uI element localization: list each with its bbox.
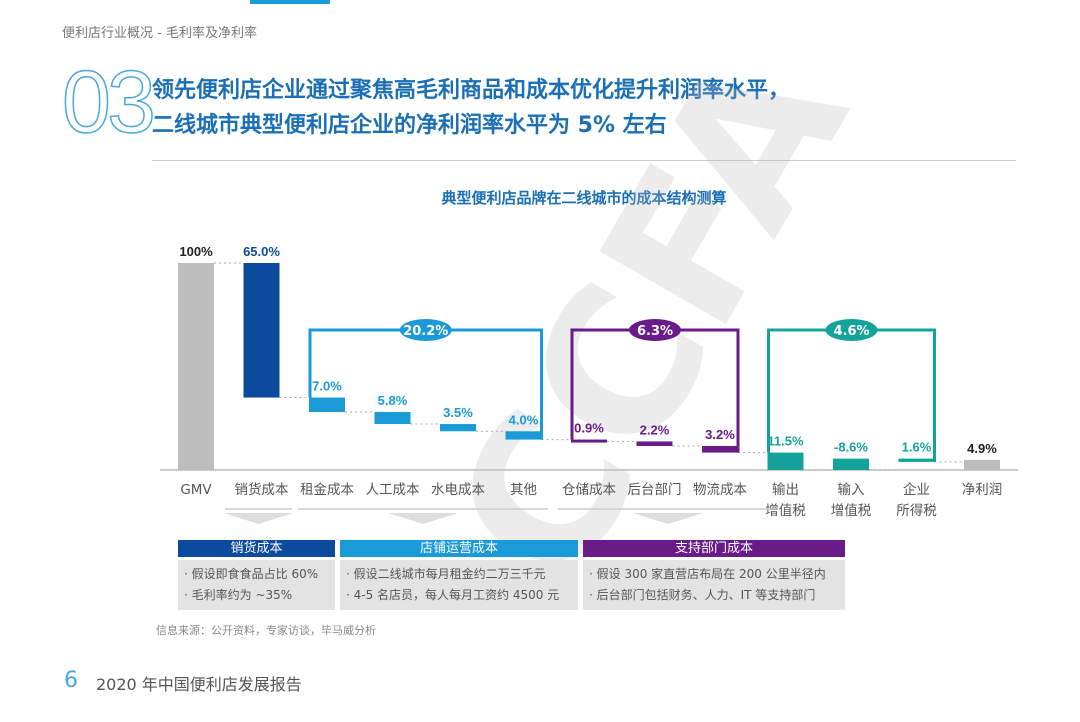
category-label: 所得税: [896, 502, 937, 519]
category-label: 后台部门: [628, 482, 682, 498]
legend-line: · 后台部门包括财务、人力、IT 等支持部门: [589, 588, 816, 602]
group-total-label: 4.6%: [833, 324, 869, 339]
data-label: 2.2%: [640, 422, 670, 437]
category-label: 水电成本: [431, 482, 485, 498]
waterfall-chart: 100% GMV 65.0% 销货成本 7.0% 租金成本 5.8% 人工成本 3.5% 水电成本…: [160, 244, 1018, 524]
bar-12: [964, 459, 1000, 470]
bar-2: [309, 397, 345, 413]
page-title-line-1: 领先便利店企业通过聚焦高毛利商品和成本优化提升利润率水平，: [152, 78, 791, 103]
section-number: 03: [61, 51, 156, 152]
data-label: 1.6%: [902, 440, 932, 455]
data-label: 3.2%: [705, 427, 735, 442]
section-label: 便利店行业概况 - 毛利率及净利率: [62, 26, 257, 41]
group-total-label: 20.2%: [403, 324, 448, 339]
category-label: 增值税: [765, 503, 806, 519]
chevron-down-icon: [633, 513, 703, 524]
category-label: 输入: [838, 482, 866, 498]
category-label: GMV: [180, 482, 212, 498]
data-label: 65.0%: [243, 244, 280, 259]
legend-store-operations: 店铺运营成本 · 假设二线城市每月租金约二万三千元 · 4-5 名店员，每人每月工…: [340, 540, 578, 610]
bar-8: [702, 445, 738, 453]
legend-title: 支持部门成本: [583, 540, 845, 557]
data-label: 7.0%: [312, 379, 342, 394]
group-badge: [629, 319, 681, 341]
legend-title: 店铺运营成本: [340, 540, 578, 557]
data-label: 4.0%: [509, 412, 539, 427]
legend-cogs: 销货成本 · 假设即食食品占比 60% · 毛利率约为 ~35%: [178, 540, 335, 610]
bar-10: [833, 458, 869, 470]
data-label: 4.9%: [967, 441, 997, 456]
page-number: 6: [64, 668, 78, 693]
bar-7: [636, 441, 673, 446]
bar-3: [374, 412, 411, 425]
category-label: 租金成本: [300, 482, 354, 498]
legend-line: · 毛利率约为 ~35%: [184, 588, 293, 602]
bar-6: [571, 439, 607, 443]
group-total-label: 6.3%: [637, 324, 673, 339]
legend-line: · 假设即食食品占比 60%: [184, 567, 319, 581]
category-label: 其他: [510, 482, 537, 498]
bar-4: [440, 424, 476, 432]
bar-9: [767, 452, 804, 470]
report-title: 2020 年中国便利店发展报告: [96, 675, 302, 694]
top-accent-bar: [250, 0, 330, 4]
data-label: 5.8%: [378, 393, 408, 408]
data-label: 11.5%: [767, 434, 804, 449]
category-label: 物流成本: [693, 482, 747, 498]
divider: [152, 160, 1016, 161]
chevron-down-icon: [388, 513, 458, 524]
bar-5: [505, 431, 542, 440]
category-label: 增值税: [831, 503, 872, 519]
chevron-down-icon: [223, 513, 294, 524]
category-label: 净利润: [962, 482, 1003, 498]
legend-line: · 4-5 名店员，每人每月工资约 4500 元: [346, 588, 560, 602]
category-label: 销货成本: [235, 481, 289, 498]
group-badge: [825, 319, 878, 341]
legend-support: 支持部门成本 · 假设 300 家直营店布局在 200 公里半径内 · 后台部门包…: [583, 540, 845, 610]
page-title-line-2: 二线城市典型便利店企业的净利润率水平为 5% 左右: [152, 113, 667, 138]
group-badge: [399, 319, 452, 341]
data-label: 0.9%: [574, 421, 604, 436]
source-note: 信息来源：公开资料，专家访谈，毕马威分析: [156, 624, 376, 637]
legend-title: 销货成本: [178, 540, 335, 557]
bar-0: [178, 263, 214, 470]
legend-line: · 假设二线城市每月租金约二万三千元: [346, 567, 546, 581]
data-label: 3.5%: [443, 405, 473, 420]
chart-title: 典型便利店品牌在二线城市的成本结构测算: [441, 189, 727, 207]
legend-line: · 假设 300 家直营店布局在 200 公里半径内: [589, 567, 826, 581]
data-label: 100%: [179, 244, 213, 259]
category-label: 仓储成本: [562, 482, 616, 498]
category-label: 企业: [903, 481, 930, 498]
category-label: 输出: [772, 482, 799, 498]
bar-1: [243, 263, 280, 398]
bar-11: [898, 458, 935, 462]
data-label: -8.6%: [834, 440, 868, 455]
category-label: 人工成本: [366, 482, 420, 498]
group-bracket: [308, 328, 543, 440]
